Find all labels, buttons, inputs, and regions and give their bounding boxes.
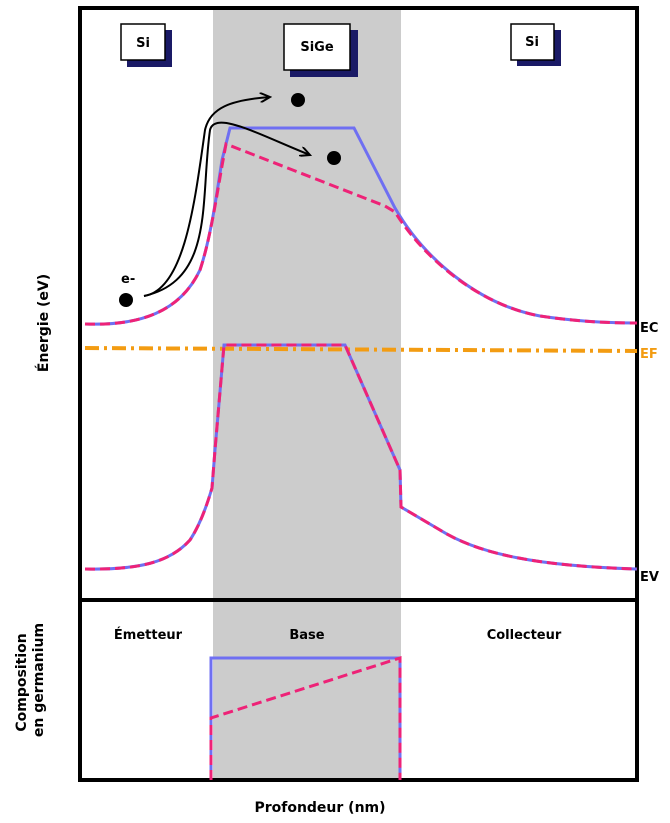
region-label-si-left: Si [120, 23, 172, 67]
conduction-level-label-text: EC [640, 321, 658, 336]
region-label-sige-text: SiGe [300, 40, 333, 55]
ge-profile-graded [209, 655, 402, 780]
electron-dot-graded [327, 151, 341, 165]
zone-label-base: Base [289, 628, 324, 643]
fermi-level-line [84, 346, 638, 353]
conduction-band-graded [84, 141, 638, 326]
electron-path-graded [143, 121, 310, 297]
region-label-sige: SiGe [283, 23, 358, 77]
composition-axis-label-line2: en germanium [31, 623, 47, 737]
composition-axis-label-line1: Composition [14, 633, 30, 731]
electron-start-dot [119, 293, 133, 307]
base-region-shade-bottom [213, 600, 401, 780]
conduction-level-label: EC [640, 321, 658, 336]
electron-path-over-barrier [143, 97, 270, 297]
valence-level-label-text: EV [640, 570, 659, 585]
base-region-shade-top [213, 8, 401, 600]
region-label-si-right: Si [510, 23, 561, 66]
electron-label: e- [121, 272, 135, 287]
fermi-level-label-text: EF [640, 347, 658, 362]
depth-axis-label: Profondeur (nm) [254, 800, 385, 816]
region-label-si-right-text: Si [525, 35, 539, 50]
valence-level-label: EV [640, 570, 659, 585]
composition-axis-label: Composition en germanium [14, 623, 47, 737]
valence-band-graded [84, 343, 638, 571]
composition-frame [78, 598, 639, 782]
zone-label-collector: Collecteur [487, 628, 562, 643]
region-label-si-left-text: Si [136, 36, 150, 51]
electron-dot-top [291, 93, 305, 107]
zone-label-emitter: Émetteur [114, 627, 183, 643]
fermi-level-label: EF [640, 347, 658, 362]
energy-axis-label: Énergie (eV) [35, 274, 52, 372]
